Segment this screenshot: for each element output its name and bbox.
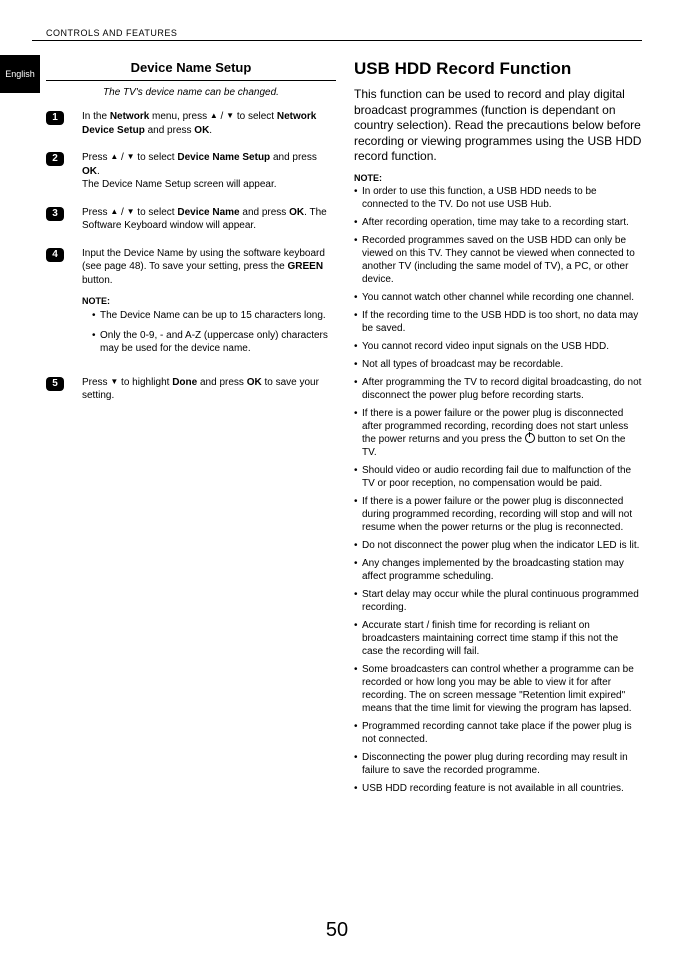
right-title: USB HDD Record Function — [354, 59, 642, 79]
header-text: CONTROLS AND FEATURES — [46, 28, 642, 38]
language-tab: English — [0, 55, 40, 93]
columns: Device Name Setup The TV's device name c… — [32, 59, 642, 800]
step-number-icon: 3 — [46, 207, 64, 221]
step-note-list: The Device Name can be up to 15 characte… — [82, 309, 336, 356]
page: CONTROLS AND FEATURES English Device Nam… — [0, 0, 674, 954]
note-label: NOTE: — [82, 295, 336, 307]
right-intro: This function can be used to record and … — [354, 87, 642, 165]
step-number-icon: 5 — [46, 377, 64, 391]
note-item: Should video or audio recording fail due… — [354, 464, 642, 490]
note-item: USB HDD recording feature is not availab… — [354, 782, 642, 795]
step-body: Press ▲ / ▼ to select Device Name and pr… — [82, 206, 336, 233]
step: 3 Press ▲ / ▼ to select Device Name and p… — [46, 206, 336, 233]
page-number: 50 — [0, 919, 674, 942]
step-body: Input the Device Name by using the softw… — [82, 247, 336, 362]
step-number-icon: 4 — [46, 248, 64, 262]
section-title: Device Name Setup — [131, 60, 252, 75]
note-item: Disconnecting the power plug during reco… — [354, 751, 642, 777]
note-item: Not all types of broadcast may be record… — [354, 358, 642, 371]
section-subtitle: The TV's device name can be changed. — [46, 87, 336, 98]
step-body: Press ▼ to highlight Done and press OK t… — [82, 376, 336, 403]
step-body: Press ▲ / ▼ to select Device Name Setup … — [82, 151, 336, 192]
step-number-icon: 2 — [46, 152, 64, 166]
note-item: You cannot watch other channel while rec… — [354, 291, 642, 304]
note-item: After recording operation, time may take… — [354, 216, 642, 229]
note-item: If there is a power failure or the power… — [354, 407, 642, 459]
step-note-item: The Device Name can be up to 15 characte… — [92, 309, 336, 323]
power-icon — [525, 433, 535, 443]
note-item: You cannot record video input signals on… — [354, 340, 642, 353]
step-body: In the Network menu, press ▲ / ▼ to sele… — [82, 110, 336, 137]
step-number-icon: 1 — [46, 111, 64, 125]
note-item: Any changes implemented by the broadcast… — [354, 557, 642, 583]
note-item: Do not disconnect the power plug when th… — [354, 539, 642, 552]
note-item: If there is a power failure or the power… — [354, 495, 642, 534]
note-bullets: In order to use this function, a USB HDD… — [354, 185, 642, 795]
steps-list: 1 In the Network menu, press ▲ / ▼ to sel… — [46, 110, 336, 403]
note-item: Programmed recording cannot take place i… — [354, 720, 642, 746]
step: 1 In the Network menu, press ▲ / ▼ to sel… — [46, 110, 336, 137]
note-item: Some broadcasters can control whether a … — [354, 663, 642, 715]
section-title-box: Device Name Setup — [46, 59, 336, 81]
note-item: Recorded programmes saved on the USB HDD… — [354, 234, 642, 286]
note-item: After programming the TV to record digit… — [354, 376, 642, 402]
note-item: Accurate start / finish time for recordi… — [354, 619, 642, 658]
note-item: If the recording time to the USB HDD is … — [354, 309, 642, 335]
step: 4 Input the Device Name by using the soft… — [46, 247, 336, 362]
header-rule: CONTROLS AND FEATURES — [32, 28, 642, 41]
note-item: In order to use this function, a USB HDD… — [354, 185, 642, 211]
left-column: Device Name Setup The TV's device name c… — [32, 59, 336, 800]
step-note-item: Only the 0-9, - and A-Z (uppercase only)… — [92, 329, 336, 356]
right-column: USB HDD Record Function This function ca… — [354, 59, 642, 800]
note-item: Start delay may occur while the plural c… — [354, 588, 642, 614]
step: 5 Press ▼ to highlight Done and press OK … — [46, 376, 336, 403]
note-label: NOTE: — [354, 173, 642, 183]
step: 2 Press ▲ / ▼ to select Device Name Setup… — [46, 151, 336, 192]
